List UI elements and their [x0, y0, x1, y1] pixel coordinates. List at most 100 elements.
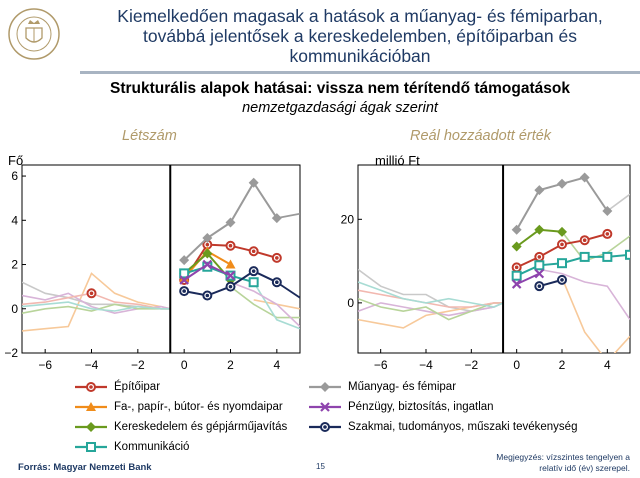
right-panel-title: Reál hozzáadott érték — [410, 128, 552, 144]
data-point — [202, 259, 213, 270]
data-point-dot — [275, 256, 279, 260]
data-point-dot — [582, 238, 587, 242]
data-point — [511, 279, 522, 289]
data-point-dot — [89, 291, 94, 296]
legend-swatch — [75, 422, 107, 432]
background-series-line — [230, 281, 300, 328]
legend-marker — [86, 442, 96, 452]
data-point — [225, 270, 236, 281]
x-tick-label: 2 — [227, 358, 234, 372]
y-tick-label: 20 — [341, 212, 355, 226]
legend-label: Fa-, papír-, bútor- és nyomdaipar — [114, 401, 283, 413]
background-series-line — [606, 193, 630, 212]
background-series-line — [539, 268, 630, 321]
background-series-line — [561, 277, 630, 353]
plot-area — [358, 165, 630, 353]
legend-marker-dot — [89, 385, 93, 389]
plot-frame — [21, 164, 301, 354]
data-point — [557, 178, 567, 189]
data-point — [179, 255, 190, 266]
data-point — [225, 217, 236, 228]
legend-label: Építőipar — [114, 381, 161, 393]
data-point-dot — [514, 265, 519, 270]
legend-swatch — [309, 382, 341, 392]
data-point — [511, 224, 522, 235]
legend-swatch — [309, 402, 341, 412]
note-line-1: Megjegyzés: vízszintes tengelyen a — [496, 452, 630, 462]
background-series-line — [22, 272, 171, 332]
legend-swatch — [75, 382, 107, 392]
slide-title-line-2: továbbá jelentősek a kereskedelemben, ép… — [143, 26, 577, 46]
x-tick-label: −2 — [131, 358, 145, 372]
note-text: Megjegyzés: vízszintes tengelyen a relat… — [430, 452, 630, 474]
data-point — [179, 268, 190, 279]
x-tick-label: 2 — [559, 358, 566, 372]
chart-subtitle-2: nemzetgazdasági ágak szerint — [242, 100, 438, 116]
slide-title-line-1: Kiemelkedően magasak a hatások a műanyag… — [117, 6, 603, 26]
data-point-dot — [605, 232, 610, 236]
series-line-Pénzügy, biztosítás, ingatlan — [516, 272, 540, 286]
data-point — [248, 177, 259, 188]
data-point — [248, 277, 259, 288]
note-line-2: relatív idő (év) szerepel. — [539, 463, 630, 473]
data-point-dot — [537, 284, 542, 288]
data-point-dot — [205, 242, 210, 247]
data-point-dot — [228, 243, 233, 248]
data-point — [534, 260, 545, 271]
data-point-dot — [205, 293, 210, 298]
data-point — [602, 251, 613, 262]
data-point — [557, 258, 567, 269]
series-line-Kommunikáció — [516, 253, 630, 277]
x-tick-label: 4 — [273, 358, 280, 372]
legend-marker — [320, 382, 330, 392]
data-point-dot — [182, 289, 186, 293]
slide-title-line-3: kommunikációban — [289, 46, 431, 66]
legend-swatch — [309, 422, 341, 432]
legend-marker — [86, 402, 96, 411]
page-number: 15 — [316, 462, 325, 471]
background-series-line — [358, 289, 504, 308]
legend-item: Kommunikáció — [74, 439, 189, 455]
legend-item: Szakmai, tudományos, műszaki tevékenység — [308, 419, 577, 435]
legend-label: Műanyag- és fémipar — [348, 381, 457, 393]
x-tick-label: −4 — [85, 358, 99, 372]
x-tick-label: −6 — [38, 358, 52, 372]
background-series-line — [22, 301, 171, 312]
x-tick-label: −6 — [374, 358, 388, 372]
data-point — [202, 248, 213, 259]
x-tick-label: −4 — [419, 358, 433, 372]
y-tick-label: 6 — [11, 169, 18, 183]
legend-swatch — [75, 402, 107, 411]
chart-panel-0: −2 0 2 4 6 −6 −4 −2 0 2 4 — [4, 164, 301, 372]
y-tick-label: 0 — [11, 302, 18, 316]
x-tick-label: 0 — [513, 358, 520, 372]
legend-label: Szakmai, tudományos, műszaki tevékenység — [348, 421, 578, 433]
source-text: Forrás: Magyar Nemzeti Bank — [18, 462, 152, 473]
data-point — [511, 241, 522, 252]
legend-marker — [320, 402, 330, 412]
legend-item: Műanyag- és fémipar — [308, 379, 456, 395]
mnb-logo — [8, 8, 60, 60]
left-y-unit: Fő — [8, 153, 24, 168]
legend-item: Fa-, papír-, bútor- és nyomdaipar — [74, 399, 283, 415]
legend-item: Pénzügy, biztosítás, ingatlan — [308, 399, 494, 415]
legend-marker — [86, 422, 96, 432]
x-tick-label: 0 — [181, 358, 188, 372]
x-tick-label: −2 — [464, 358, 478, 372]
data-point — [579, 172, 590, 183]
y-tick-label: 2 — [11, 258, 18, 272]
legend-item: Építőipar — [74, 379, 160, 395]
chart-panel-1: 0 20 −6 −4 −2 0 2 4 — [341, 164, 631, 372]
data-point-dot — [251, 269, 256, 273]
legend-label: Pénzügy, biztosítás, ingatlan — [348, 401, 494, 413]
chart-subtitle: Strukturális alapok hatásai: vissza nem … — [110, 80, 570, 97]
title-rule — [80, 71, 640, 74]
y-tick-label: 0 — [347, 296, 354, 310]
plot-area — [22, 165, 300, 353]
data-point — [202, 232, 213, 243]
data-point — [179, 275, 189, 285]
data-point — [579, 251, 590, 262]
background-series-line — [230, 285, 300, 319]
data-point — [511, 270, 522, 281]
